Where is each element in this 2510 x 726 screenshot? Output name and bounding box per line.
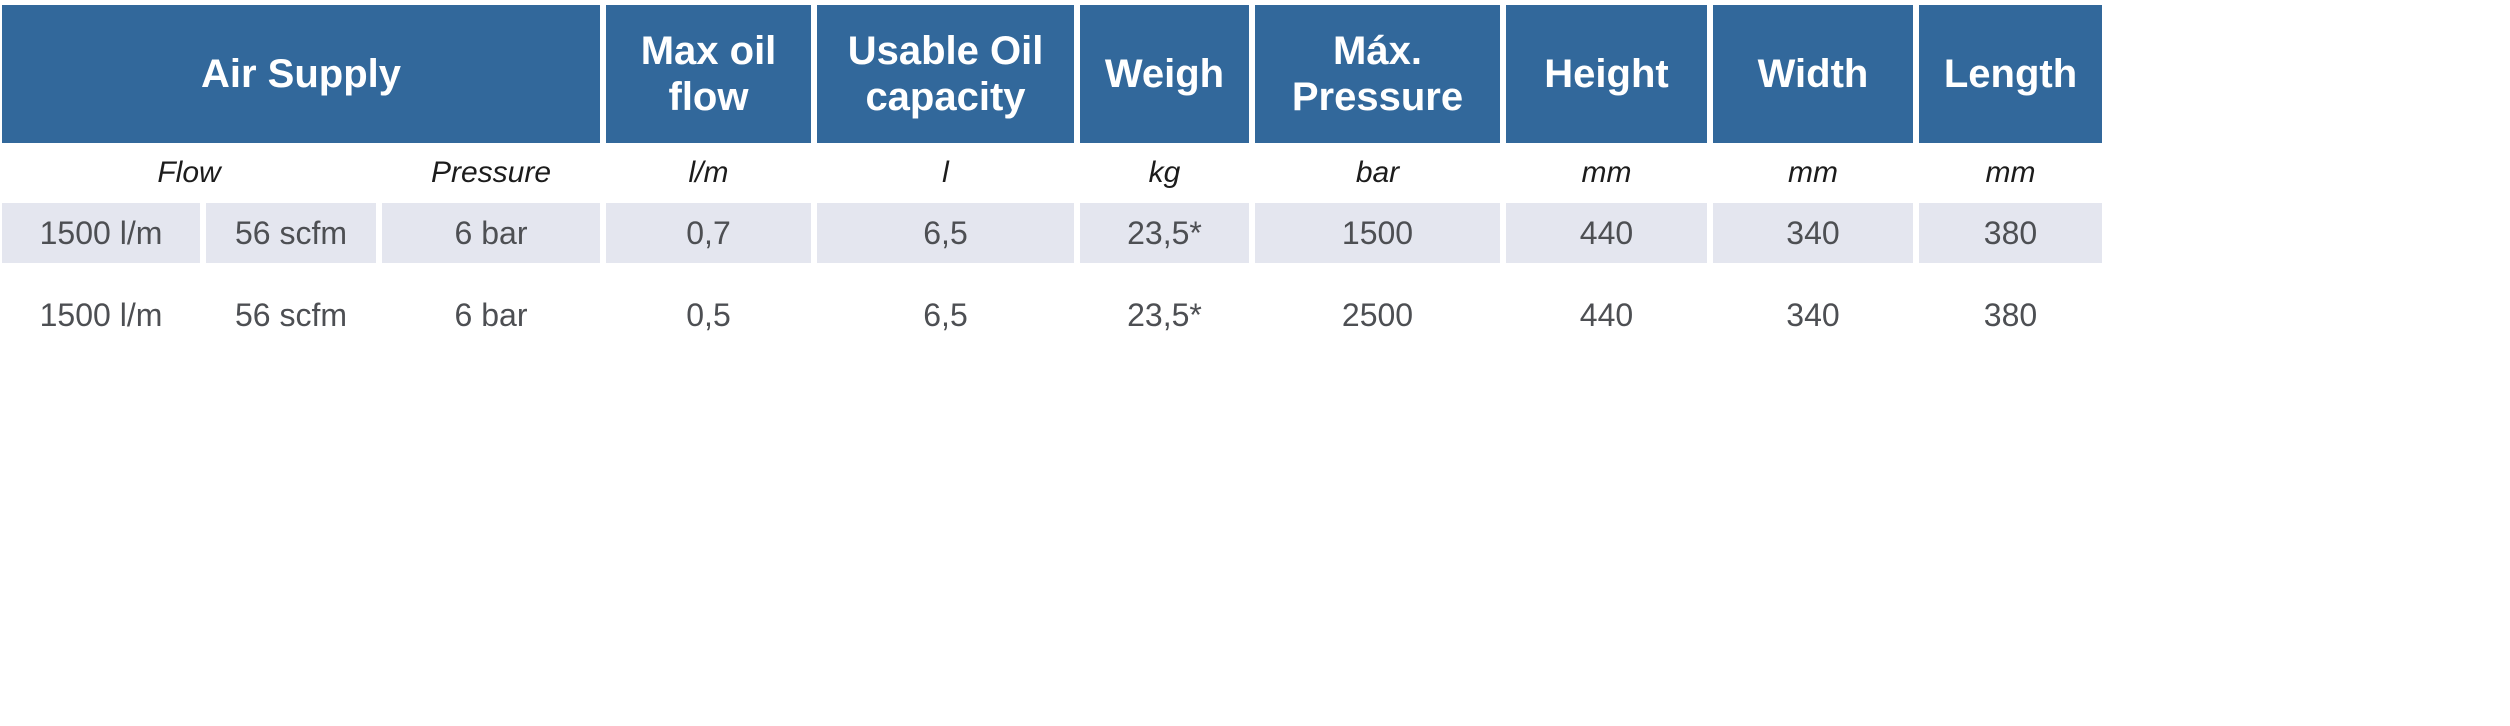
header-air-supply: Air Supply (2, 5, 600, 143)
row1-width: 340 (1713, 203, 1913, 263)
row2-air-flow-lm: 1500 l/m (2, 285, 200, 345)
unit-usable-oil-capacity: l (817, 143, 1074, 203)
header-usable-oil-capacity: Usable Oil capacity (817, 5, 1074, 143)
row-spacer (2, 263, 2102, 285)
row2-air-flow-scfm: 56 scfm (206, 285, 376, 345)
subheader-pressure: Pressure (382, 143, 600, 203)
row2-max-oil-flow: 0,5 (606, 285, 811, 345)
row1-length: 380 (1919, 203, 2102, 263)
row1-max-pressure: 1500 (1255, 203, 1500, 263)
row1-weigh: 23,5* (1080, 203, 1249, 263)
row1-height: 440 (1506, 203, 1707, 263)
row2-usable-oil: 6,5 (817, 285, 1074, 345)
subheader-flow: Flow (2, 143, 376, 203)
unit-max-oil-flow: l/m (606, 143, 811, 203)
row2-width: 340 (1713, 285, 1913, 345)
header-height: Height (1506, 5, 1707, 143)
unit-width: mm (1713, 143, 1913, 203)
header-length: Length (1919, 5, 2102, 143)
row2-length: 380 (1919, 285, 2102, 345)
row1-air-flow-scfm: 56 scfm (206, 203, 376, 263)
unit-max-pressure: bar (1255, 143, 1500, 203)
row2-max-pressure: 2500 (1255, 285, 1500, 345)
header-weigh: Weigh (1080, 5, 1249, 143)
row1-max-oil-flow: 0,7 (606, 203, 811, 263)
unit-weigh: kg (1080, 143, 1249, 203)
header-max-oil-flow: Max oil flow (606, 5, 811, 143)
row2-air-pressure: 6 bar (382, 285, 600, 345)
unit-length: mm (1919, 143, 2102, 203)
row1-air-flow-lm: 1500 l/m (2, 203, 200, 263)
row2-height: 440 (1506, 285, 1707, 345)
header-width: Width (1713, 5, 1913, 143)
row1-air-pressure: 6 bar (382, 203, 600, 263)
spec-table: Air Supply Max oil flow Usable Oil capac… (2, 5, 2102, 345)
header-max-pressure: Máx. Pressure (1255, 5, 1500, 143)
row2-weigh: 23,5* (1080, 285, 1249, 345)
row1-usable-oil: 6,5 (817, 203, 1074, 263)
unit-height: mm (1506, 143, 1707, 203)
